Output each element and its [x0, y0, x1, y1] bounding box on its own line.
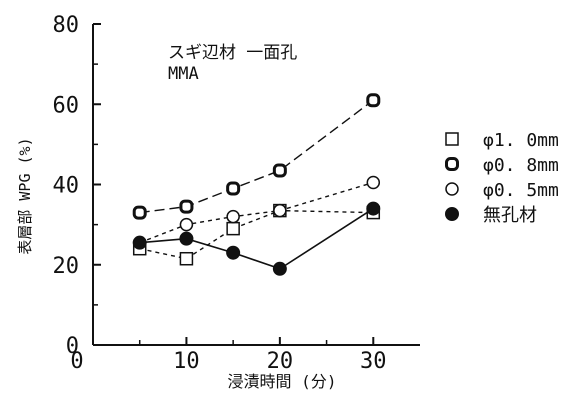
y-tick-label: 20 [53, 254, 80, 279]
series-markers [132, 93, 381, 276]
legend-marker-0 [445, 132, 459, 146]
chart-subtitle: MMA [168, 64, 199, 84]
tick-labels: 0 20 40 60 80 0 10 20 30 [53, 13, 387, 374]
legend-marker-3 [445, 207, 459, 221]
data-point-series-1 [226, 181, 241, 196]
x-tick-label: 30 [360, 349, 387, 374]
legend-marker-2 [445, 182, 459, 196]
data-point-series-3 [179, 231, 194, 246]
x-tick-label: 0 [70, 349, 83, 374]
y-tick-label: 40 [53, 174, 80, 199]
data-point-series-3 [226, 245, 241, 260]
series-line-1 [139, 99, 374, 214]
legend-marker-1 [445, 157, 459, 171]
legend-label-2: φ0. 5mm [483, 180, 559, 201]
data-point-series-2 [366, 175, 381, 190]
data-point-series-1 [366, 93, 381, 108]
data-point-series-0 [226, 221, 240, 236]
data-point-series-0 [179, 251, 194, 266]
series-line-2 [139, 181, 374, 244]
x-tick-label: 20 [267, 349, 294, 374]
series-line-3 [139, 207, 374, 270]
legend: φ1. 0mm φ0. 8mm φ0. 5mm 無孔材 [445, 130, 559, 226]
data-point-series-3 [272, 261, 287, 276]
x-axis-label: 浸漬時間 (分) [228, 372, 337, 391]
data-point-series-2 [179, 217, 194, 232]
legend-label-0: φ1. 0mm [483, 130, 559, 151]
data-point-series-3 [132, 235, 147, 250]
data-point-series-2 [273, 203, 287, 218]
chart-title: スギ辺材 一面孔 [168, 43, 297, 63]
y-axis-label: 表層部 WPG (%) [16, 137, 34, 254]
data-point-series-1 [272, 163, 287, 178]
data-point-series-2 [226, 209, 240, 224]
x-tick-label: 10 [173, 349, 200, 374]
series-lines [139, 99, 374, 270]
data-point-series-3 [366, 201, 381, 216]
y-tick-label: 60 [53, 93, 80, 118]
data-point-series-1 [179, 199, 194, 214]
ticks [92, 23, 375, 346]
legend-label-3: 無孔材 [483, 205, 537, 226]
y-tick-label: 0 [66, 334, 79, 359]
y-tick-label: 80 [53, 13, 80, 38]
legend-label-1: φ0. 8mm [483, 155, 559, 176]
series-line-0 [139, 209, 374, 260]
data-point-series-1 [132, 205, 147, 220]
